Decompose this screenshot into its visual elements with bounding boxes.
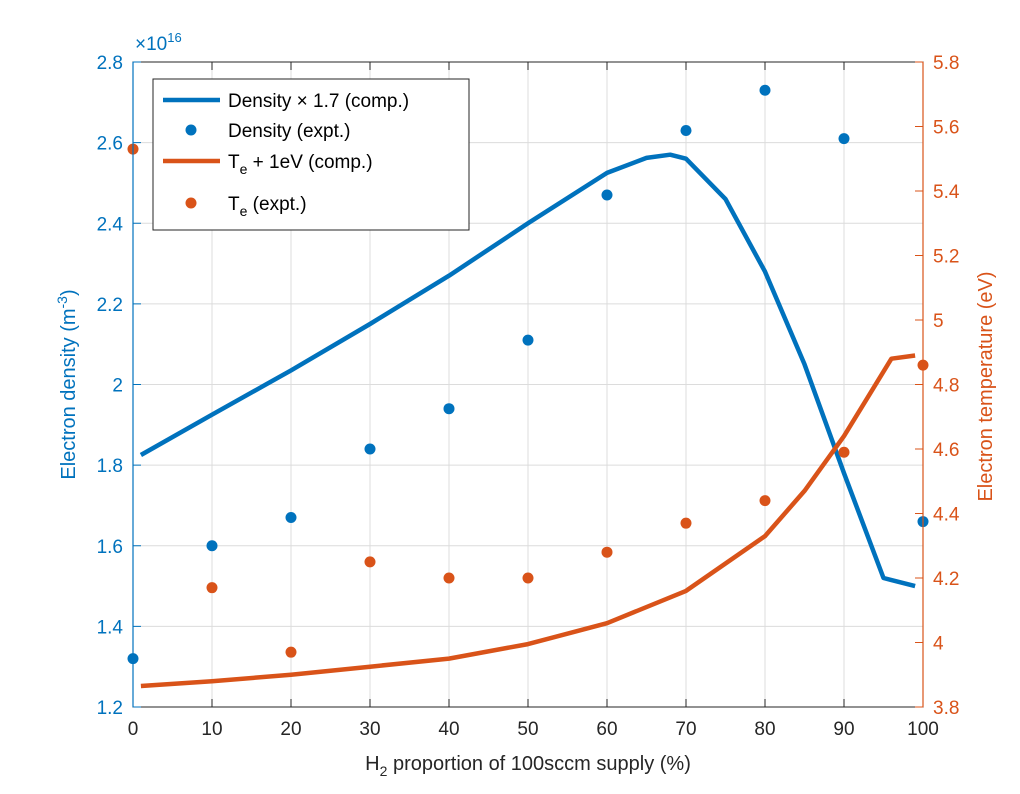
data-point xyxy=(838,446,850,458)
data-point xyxy=(838,133,850,145)
right-y-tick-label: 4 xyxy=(933,634,944,655)
x-tick-label: 30 xyxy=(359,719,380,740)
series-density-comp xyxy=(139,152,916,589)
x-tick-label: 40 xyxy=(438,719,459,740)
left-y-tick-label: 1.8 xyxy=(97,456,123,477)
x-tick-label: 0 xyxy=(128,719,139,740)
data-point xyxy=(443,403,455,415)
left-axis-multiplier: ×1016 xyxy=(135,30,182,55)
legend-label-density-comp: Density × 1.7 (comp.) xyxy=(228,91,409,112)
left-y-tick-label: 2.2 xyxy=(97,295,123,316)
legend: Density × 1.7 (comp.) Density (expt.) Te… xyxy=(152,78,470,231)
data-point xyxy=(759,495,771,507)
data-point xyxy=(364,443,376,455)
right-y-tick-label: 4.2 xyxy=(933,569,959,590)
x-tick-label: 70 xyxy=(675,719,696,740)
legend-label-density-expt: Density (expt.) xyxy=(228,121,350,142)
legend-box xyxy=(152,78,470,231)
left-y-tick-label: 2 xyxy=(112,376,123,397)
data-point xyxy=(522,572,534,584)
axes: 0 10 20 30 40 50 60 70 80 90 100 1.2 1.4 1.6 1.8 2 2.2 2.… xyxy=(97,53,960,740)
series-te-comp xyxy=(140,353,916,689)
data-point xyxy=(759,84,771,96)
right-y-tick-label: 5 xyxy=(933,311,944,332)
legend-swatch-te-expt xyxy=(185,197,197,209)
right-y-tick-label: 5.8 xyxy=(933,53,959,74)
left-y-tick-label: 2.6 xyxy=(97,134,123,155)
legend-item-te-expt: Te (expt.) xyxy=(185,194,307,219)
x-axis-label: H2 proportion of 100sccm supply (%) xyxy=(365,753,691,779)
legend-swatch-density-expt xyxy=(185,124,197,136)
data-point xyxy=(522,334,534,346)
right-y-tick-label: 5.6 xyxy=(933,118,959,139)
data-point xyxy=(206,540,218,552)
left-y-tick-label: 1.4 xyxy=(97,617,124,638)
left-y-axis-label: Electron density (m-3) xyxy=(54,289,80,479)
x-tick-label: 10 xyxy=(201,719,222,740)
data-point xyxy=(601,546,613,558)
right-y-tick-label: 4.4 xyxy=(933,505,960,526)
series-line xyxy=(139,152,916,589)
series-line xyxy=(140,353,916,689)
right-y-tick-label: 4.6 xyxy=(933,440,959,461)
right-y-tick-label: 5.2 xyxy=(933,247,959,268)
data-point xyxy=(364,556,376,568)
right-y-tick-label: 5.4 xyxy=(933,182,960,203)
left-y-tick-label: 1.6 xyxy=(97,537,123,558)
left-y-tick-label: 2.4 xyxy=(97,214,124,235)
legend-item-density-comp: Density × 1.7 (comp.) xyxy=(163,91,409,112)
legend-label-te-expt: Te (expt.) xyxy=(228,194,307,219)
x-tick-label: 60 xyxy=(596,719,617,740)
left-y-tick-label: 2.8 xyxy=(97,53,123,74)
right-y-tick-label: 4.8 xyxy=(933,376,959,397)
legend-item-te-comp: Te + 1eV (comp.) xyxy=(163,152,373,177)
data-point xyxy=(206,582,218,594)
data-point xyxy=(680,517,692,529)
x-tick-label: 100 xyxy=(907,719,939,740)
legend-label-te-comp: Te + 1eV (comp.) xyxy=(228,152,373,177)
x-tick-label: 50 xyxy=(517,719,538,740)
data-point xyxy=(285,512,297,524)
x-tick-label: 90 xyxy=(833,719,854,740)
data-point xyxy=(443,572,455,584)
right-y-axis-label: Electron temperature (eV) xyxy=(975,271,997,501)
right-y-tick-label: 3.8 xyxy=(933,698,959,719)
x-tick-label: 20 xyxy=(280,719,301,740)
data-point xyxy=(601,189,613,201)
data-point xyxy=(680,125,692,137)
left-y-tick-label: 1.2 xyxy=(97,698,123,719)
x-tick-label: 80 xyxy=(754,719,775,740)
legend-item-density-expt: Density (expt.) xyxy=(185,121,350,142)
data-point xyxy=(285,646,297,658)
